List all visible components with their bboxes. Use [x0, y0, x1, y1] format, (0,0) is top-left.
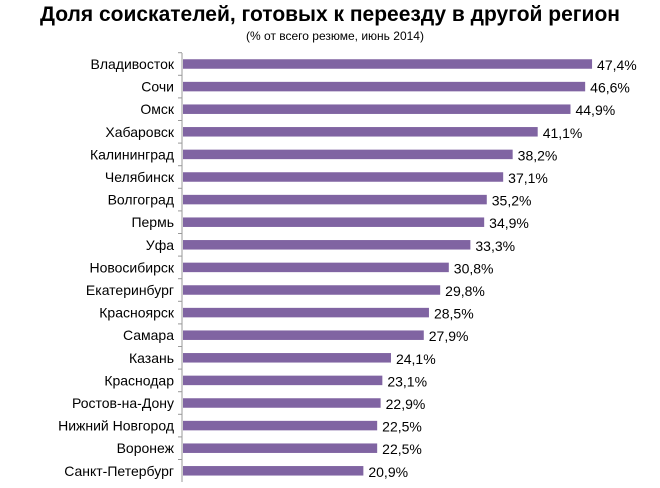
data-label: 34,9%	[489, 215, 529, 231]
category-label: Санкт-Петербург	[64, 463, 174, 479]
bar	[183, 104, 571, 114]
bar	[183, 217, 485, 227]
data-label: 22,9%	[386, 396, 426, 412]
data-label: 24,1%	[396, 351, 436, 367]
data-label: 41,1%	[543, 125, 583, 141]
chart-title: Доля соискателей, готовых к переезду в д…	[40, 3, 620, 26]
category-label: Сочи	[141, 79, 174, 95]
bar	[183, 420, 378, 431]
category-label: Нижний Новгород	[58, 418, 174, 434]
data-label: 46,6%	[590, 80, 630, 96]
category-label: Омск	[140, 101, 175, 117]
data-label: 47,4%	[597, 57, 637, 73]
data-label: 35,2%	[492, 193, 532, 209]
bar	[183, 194, 487, 205]
category-label: Калининград	[90, 146, 174, 162]
category-label: Красноярск	[99, 305, 175, 321]
bar	[183, 353, 391, 363]
chart-subtitle: (% от всего резюме, июнь 2014)	[246, 29, 424, 43]
category-label: Пермь	[131, 214, 174, 230]
data-label: 38,2%	[518, 147, 558, 163]
data-label: 29,8%	[445, 283, 485, 299]
category-label: Краснодар	[104, 372, 174, 388]
category-label: Волгоград	[108, 192, 174, 208]
data-label: 44,9%	[575, 102, 615, 118]
bar	[183, 127, 538, 137]
category-label: Новосибирск	[89, 259, 174, 275]
category-label: Хабаровск	[105, 124, 174, 140]
category-label: Челябинск	[105, 169, 175, 185]
bar	[183, 466, 364, 476]
bar	[183, 398, 381, 408]
bar	[183, 81, 586, 92]
bar	[183, 240, 471, 250]
category-label: Владивосток	[90, 56, 174, 72]
category-label: Воронеж	[117, 440, 175, 456]
bar	[183, 172, 504, 182]
bar	[183, 285, 441, 295]
category-label: Ростов-на-Дону	[72, 395, 174, 411]
data-label: 22,5%	[382, 419, 422, 435]
data-label: 27,9%	[429, 328, 469, 344]
category-label: Самара	[123, 327, 174, 343]
bar	[183, 330, 424, 340]
category-label: Казань	[129, 350, 174, 366]
data-label: 33,3%	[475, 238, 515, 254]
bar	[183, 443, 378, 453]
bar	[183, 262, 449, 273]
data-label: 28,5%	[434, 306, 474, 322]
data-label: 23,1%	[387, 373, 427, 389]
data-label: 30,8%	[454, 260, 494, 276]
bar	[183, 375, 383, 386]
data-label: 22,5%	[382, 441, 422, 457]
data-label: 20,9%	[368, 464, 408, 480]
bar	[183, 59, 593, 69]
data-label: 37,1%	[508, 170, 548, 186]
bar	[183, 307, 429, 318]
bar	[183, 149, 513, 160]
category-label: Уфа	[146, 237, 174, 253]
category-label: Екатеринбург	[86, 282, 174, 298]
